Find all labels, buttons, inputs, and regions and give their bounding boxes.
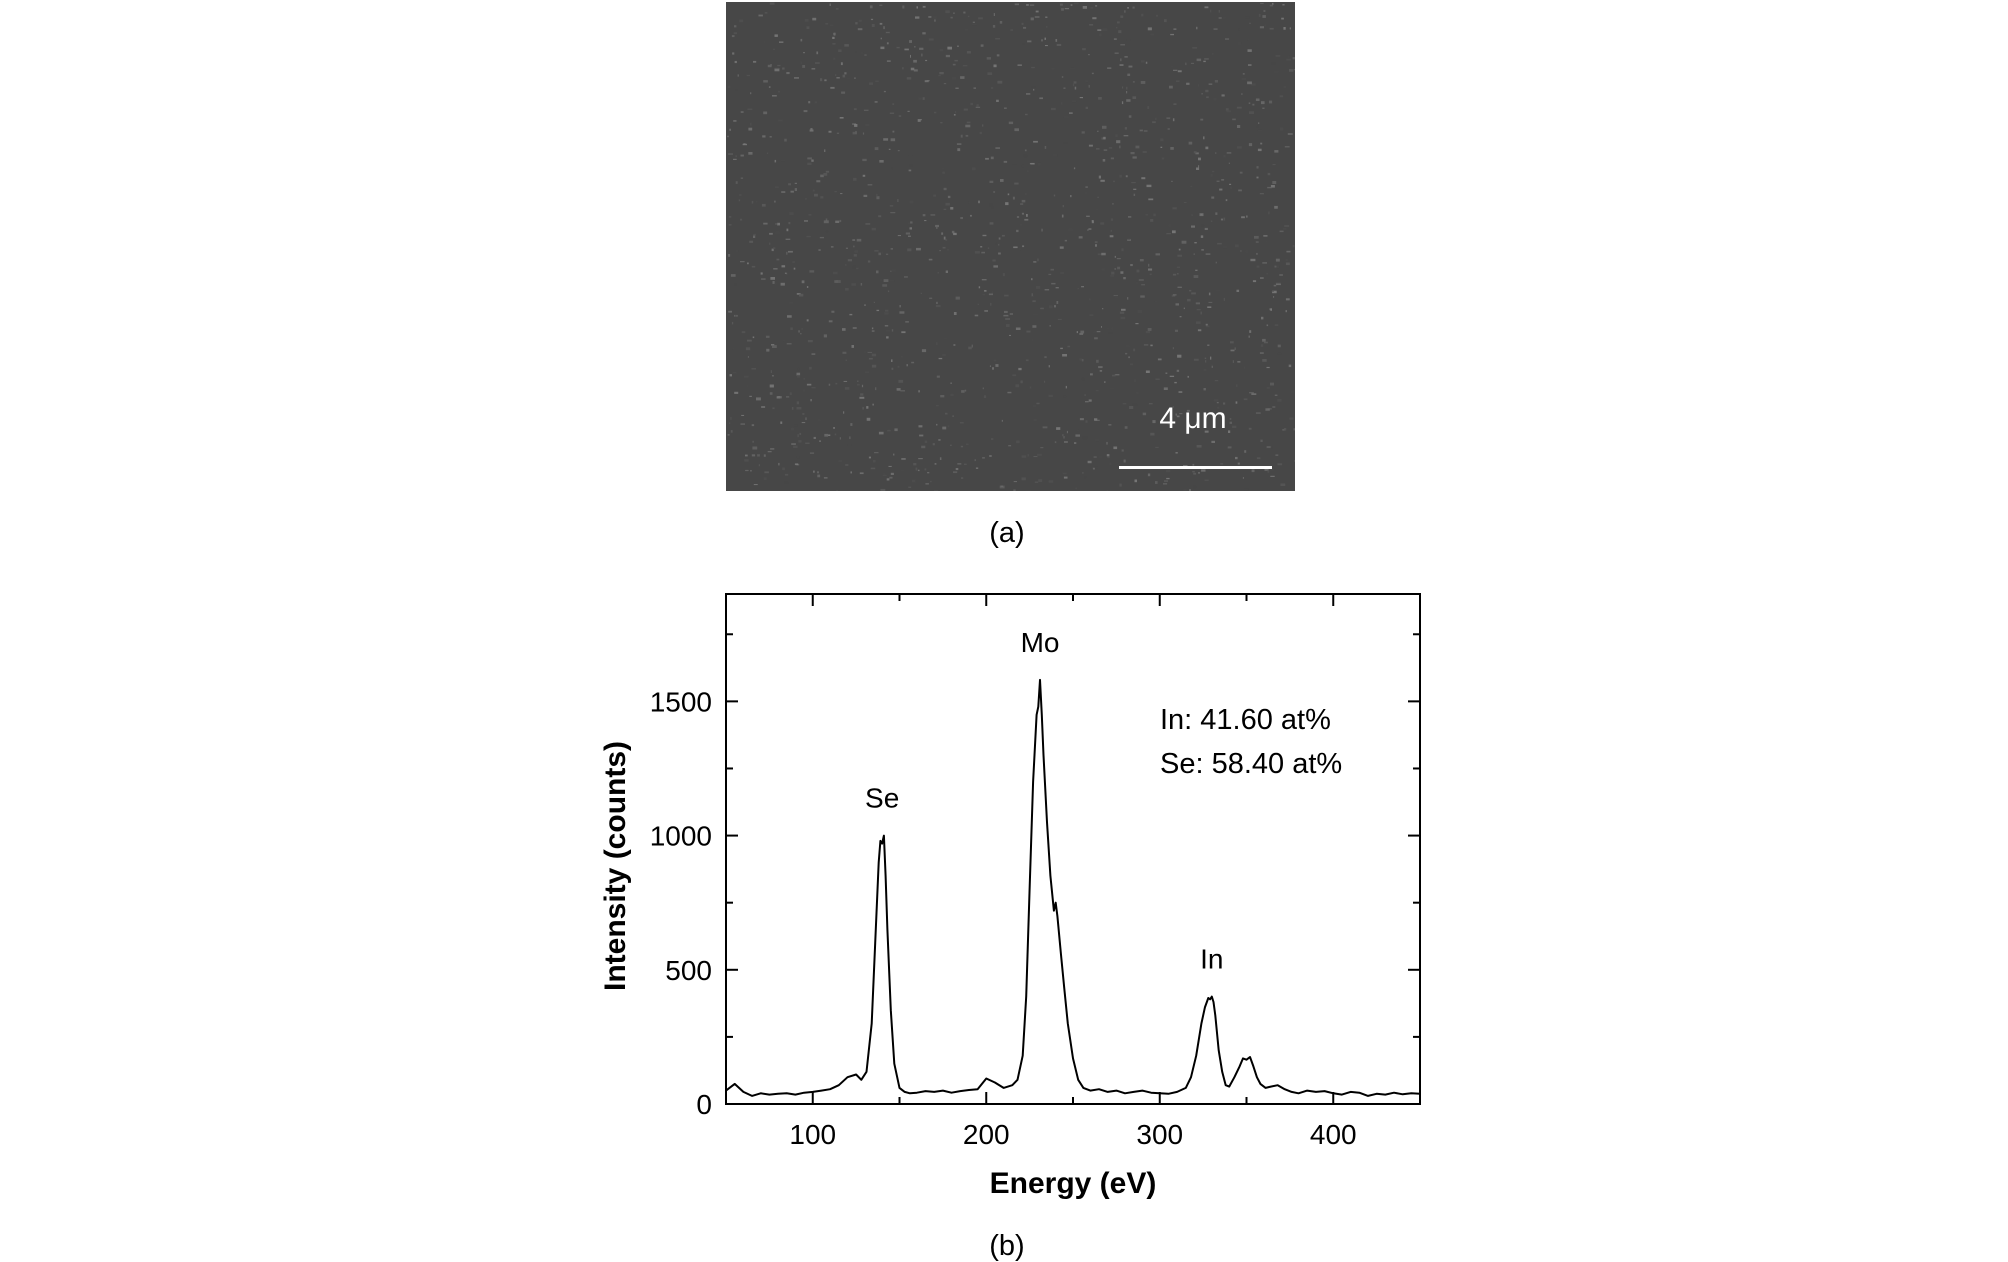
x-axis-title: Energy (eV) [990,1167,1157,1200]
y-tick-label: 500 [665,955,712,986]
composition-line-in: In: 41.60 at% [1160,704,1331,736]
y-tick-label: 1000 [650,821,712,852]
y-tick-label: 1500 [650,686,712,717]
peak-label-in: In [1200,944,1223,975]
peak-labels: Se Mo In [865,627,1223,975]
axis-ticks [726,594,1420,1104]
composition-line-se: Se: 58.40 at% [1160,748,1342,780]
y-axis-title: Intensity (counts) [599,741,632,991]
x-tick-label: 300 [1136,1119,1183,1150]
peak-label-mo: Mo [1021,627,1060,658]
x-tick-label: 400 [1310,1119,1357,1150]
x-tick-label: 200 [963,1119,1010,1150]
plot-frame [726,594,1420,1104]
y-tick-label: 0 [696,1089,712,1120]
spectrum-line [726,680,1420,1096]
peak-label-se: Se [865,783,899,814]
x-tick-label: 100 [789,1119,836,1150]
